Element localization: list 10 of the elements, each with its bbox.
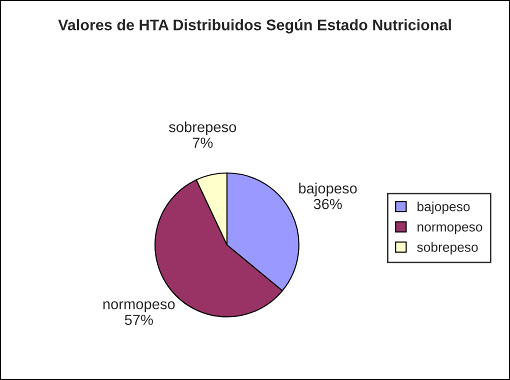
- slice-label: sobrepeso: [168, 121, 236, 136]
- legend-label: sobrepeso: [417, 242, 478, 254]
- data-label: 36%: [314, 198, 342, 210]
- chart-title: Valores de HTA Distribuidos Según Estado Nutricional: [58, 19, 451, 34]
- data-label: 57%: [124, 314, 153, 325]
- legend-label: normopeso: [418, 224, 482, 234]
- slice-label: bajopeso: [299, 182, 357, 196]
- legend-label: bajopeso: [418, 202, 470, 214]
- data-label: 7%: [192, 138, 213, 148]
- slice-label: normopeso: [103, 301, 175, 312]
